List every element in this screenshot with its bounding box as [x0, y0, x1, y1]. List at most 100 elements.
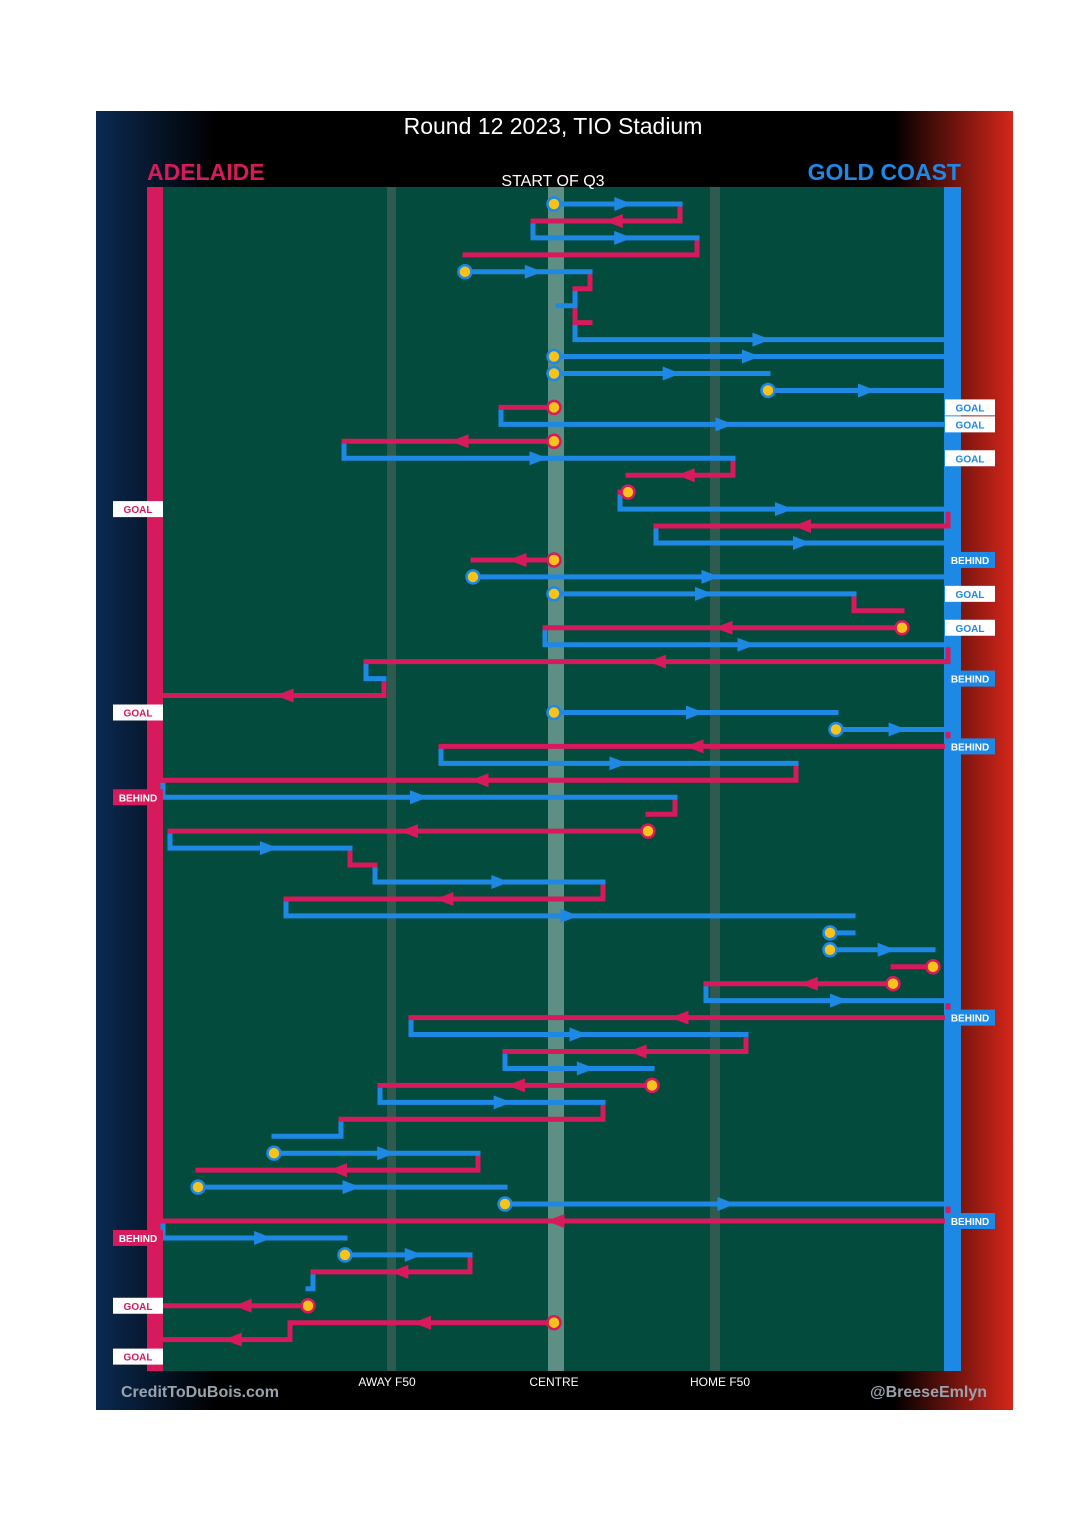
direction-arrow [508, 552, 527, 567]
direction-arrow [614, 197, 633, 211]
direction-arrow [560, 908, 579, 923]
goal-badge [945, 585, 995, 602]
stoppage-marker [457, 264, 473, 280]
stoppage-marker [885, 975, 901, 992]
credit-right: @BreeseEmlyn [870, 1384, 987, 1401]
goal-badge [945, 399, 995, 416]
stoppage-marker [828, 721, 844, 738]
direction-arrow [342, 1180, 361, 1195]
direction-arrow [609, 756, 628, 771]
direction-arrow [662, 366, 681, 381]
direction-arrow [686, 705, 704, 720]
direction-arrow [695, 586, 713, 601]
stoppage-marker [546, 348, 562, 365]
behind-badge [113, 789, 163, 806]
goal-badge [113, 704, 163, 721]
goal-label: GOAL [956, 454, 985, 465]
stoppage-marker [644, 1077, 660, 1094]
direction-arrow [737, 637, 756, 652]
direction-arrow [793, 536, 811, 550]
stoppage-marker [546, 196, 562, 212]
direction-arrow [413, 1315, 431, 1330]
chart-subtitle: START OF Q3 [501, 173, 604, 190]
behind-badge [945, 670, 995, 687]
stoppage-marker [546, 586, 562, 602]
direction-arrow [450, 434, 469, 449]
direction-arrow [435, 891, 454, 906]
stoppage-marker [620, 484, 636, 500]
goal-badge [113, 1348, 163, 1365]
direction-arrow [775, 502, 793, 517]
behind-label: BEHIND [951, 1217, 989, 1228]
direction-arrow [470, 773, 489, 788]
direction-arrow [604, 213, 623, 228]
stoppage-marker [546, 433, 562, 450]
direction-arrow [569, 1027, 588, 1042]
stoppage-marker [337, 1247, 353, 1263]
behind-label: BEHIND [119, 1234, 157, 1245]
stoppage-marker [300, 1298, 316, 1314]
direction-arrow [670, 1010, 689, 1025]
direction-arrow [254, 1230, 273, 1245]
stoppage-marker [497, 1196, 513, 1212]
direction-arrow [404, 1247, 423, 1262]
stoppage-marker [266, 1145, 282, 1161]
chart-title: Round 12 2023, TIO Stadium [404, 113, 703, 139]
stoppage-markers [190, 196, 941, 1331]
behind-badge [945, 1009, 995, 1026]
gold-coast-goal-line [944, 187, 961, 1371]
stoppage-marker [546, 1314, 562, 1331]
direction-arrow [491, 875, 510, 889]
direction-arrow [676, 468, 695, 483]
direction-arrow [400, 824, 418, 839]
goal-label: GOAL [124, 1353, 153, 1364]
stoppage-marker [546, 552, 562, 568]
goal-label: GOAL [956, 420, 985, 431]
zone-label-home-f50: HOME F50 [690, 1375, 750, 1389]
goal-label: GOAL [956, 624, 985, 635]
direction-arrow [529, 451, 548, 466]
direction-arrow [752, 332, 771, 347]
stoppage-marker [546, 704, 562, 721]
behind-label: BEHIND [951, 1014, 989, 1025]
goal-label: GOAL [956, 403, 985, 414]
behind-badge [945, 551, 995, 568]
stoppage-marker [822, 942, 838, 958]
behind-badge [113, 1229, 163, 1246]
direction-arrow [648, 654, 666, 669]
direction-arrow [390, 1264, 409, 1279]
direction-arrow [799, 976, 818, 991]
behind-label: BEHIND [951, 556, 989, 567]
zone-label-centre: CENTRE [529, 1375, 578, 1389]
goal-label: GOAL [956, 590, 985, 601]
direction-arrow [377, 1146, 396, 1161]
direction-arrow [329, 1163, 347, 1178]
direction-arrow [507, 1078, 525, 1093]
stoppage-marker [640, 823, 656, 839]
direction-arrow [877, 942, 896, 957]
behind-label: BEHIND [951, 675, 989, 686]
zone-label-away-f50: AWAY F50 [358, 1375, 416, 1389]
stoppage-marker [822, 925, 838, 941]
adelaide-goal-line [147, 187, 163, 1371]
goal-badge [113, 501, 163, 518]
direction-arrow [858, 383, 876, 398]
direction-arrow [714, 620, 733, 635]
stoppage-marker [925, 959, 941, 975]
direction-arrow [275, 688, 294, 703]
stoppage-marker [190, 1179, 206, 1195]
stoppage-marker [465, 569, 481, 585]
direction-arrow [888, 722, 907, 737]
direction-arrow [410, 790, 428, 805]
behind-label: BEHIND [951, 742, 989, 753]
goal-label: GOAL [124, 709, 153, 720]
direction-arrow [628, 1044, 647, 1059]
direction-arrow [546, 1214, 565, 1228]
goal-badge [945, 450, 995, 467]
behind-label: BEHIND [119, 793, 157, 804]
gold-coast-team-label: GOLD COAST [808, 159, 961, 185]
direction-arrow [493, 1095, 512, 1110]
possession-chains [160, 197, 951, 1347]
stoppage-marker [760, 382, 776, 399]
adelaide-team-label: ADELAIDE [147, 159, 265, 185]
